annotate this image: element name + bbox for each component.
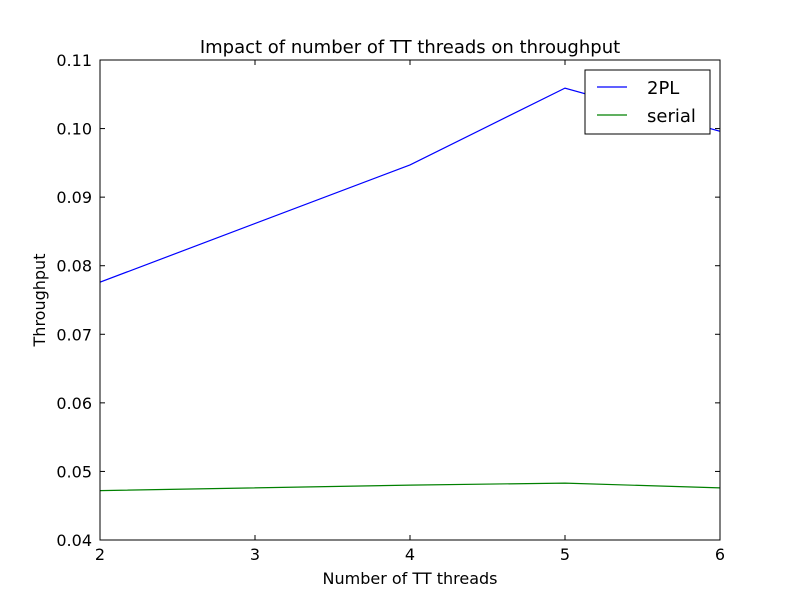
y-tick-label: 0.09 — [56, 188, 92, 207]
legend-label-2pl: 2PL — [647, 78, 679, 99]
x-tick-label: 3 — [250, 545, 260, 564]
y-axis-label: Throughput — [30, 254, 49, 348]
axis-ticks — [99, 59, 721, 541]
legend-label-serial: serial — [647, 106, 696, 127]
y-tick-label: 0.08 — [56, 257, 92, 276]
axis-tick-labels: 2 3 4 5 6 0.04 0.05 0.06 0.07 0.08 0.09 0.10 0.11 — [56, 51, 725, 564]
y-tick-label: 0.04 — [56, 531, 92, 550]
x-tick-label: 5 — [560, 545, 570, 564]
legend: 2PL serial — [584, 69, 711, 135]
x-tick-label: 4 — [405, 545, 415, 564]
legend-box — [584, 69, 711, 135]
x-tick-label: 6 — [715, 545, 725, 564]
y-tick-label: 0.07 — [56, 325, 92, 344]
y-tick-label: 0.10 — [56, 120, 92, 139]
y-tick-label: 0.11 — [56, 51, 92, 70]
plot-area — [100, 87, 720, 492]
y-tick-label: 0.06 — [56, 394, 92, 413]
x-tick-label: 2 — [95, 545, 105, 564]
y-tick-label: 0.05 — [56, 462, 92, 481]
series-line-serial — [100, 482, 720, 492]
x-axis-label: Number of TT threads — [323, 569, 498, 588]
chart-title: Impact of number of TT threads on throug… — [200, 37, 620, 58]
